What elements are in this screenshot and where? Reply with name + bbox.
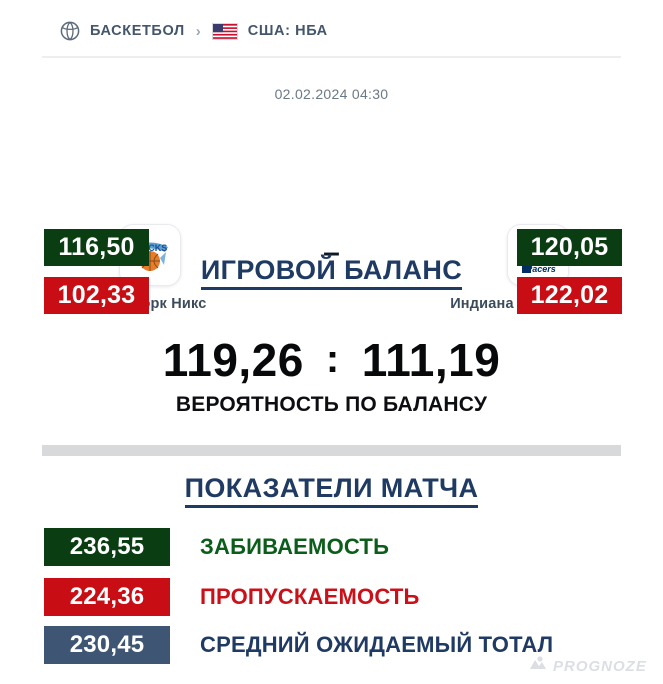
prediction-away-value: 111,19 [361, 334, 501, 386]
knicks-logo[interactable]: KNICKS [119, 224, 181, 286]
teams-header: KNICKS – Pacers Нью-Йорк Никс Индиана Пэ… [0, 112, 663, 312]
balance-prediction: 119,26:111,19 [0, 333, 663, 387]
stat-row: 230,45 СРЕДНИЙ ОЖИДАЕМЫЙ ТОТАЛ [44, 626, 553, 664]
stat-value-scoring: 236,55 [44, 528, 170, 566]
stats-section-title: ПОКАЗАТЕЛИ МАТЧА [0, 473, 663, 508]
svg-text:Pacers: Pacers [526, 264, 556, 274]
basketball-icon [60, 21, 80, 41]
match-datetime: 02.02.2024 04:30 [274, 86, 389, 102]
home-attack-badge: 116,50 [44, 229, 149, 266]
section-divider [42, 445, 621, 456]
breadcrumb: БАСКЕТБОЛ › США: НБА [60, 18, 328, 44]
watermark-text: PROGNOZE [553, 657, 647, 675]
stats-section-title-text: ПОКАЗАТЕЛИ МАТЧА [184, 473, 479, 508]
stat-label-expected-total: СРЕДНИЙ ОЖИДАЕМЫЙ ТОТАЛ [200, 632, 554, 657]
watermark: PROGNOZE [527, 653, 655, 679]
match-score: – [323, 236, 340, 269]
away-attack-badge: 120,05 [517, 229, 622, 266]
stat-value-expected-total: 230,45 [44, 626, 170, 664]
watermark-logo-icon [527, 655, 549, 677]
breadcrumb-league[interactable]: США: НБА [247, 23, 328, 39]
prediction-label: ВЕРОЯТНОСТЬ ПО БАЛАНСУ [175, 393, 488, 416]
stat-label-conceding: ПРОПУСКАЕМОСТЬ [200, 584, 420, 609]
stat-label-scoring: ЗАБИВАЕМОСТЬ [200, 534, 390, 559]
prediction-home-value: 119,26 [162, 334, 304, 386]
stat-row: 236,55 ЗАБИВАЕМОСТЬ [44, 528, 389, 566]
usa-flag-icon [211, 22, 238, 40]
balance-section-title-text: ИГРОВОЙ БАЛАНС [200, 255, 463, 290]
chevron-right-icon: › [195, 22, 201, 40]
balance-section-title: ИГРОВОЙ БАЛАНС [0, 255, 663, 290]
home-defense-badge: 102,33 [44, 277, 149, 314]
stat-row: 224,36 ПРОПУСКАЕМОСТЬ [44, 578, 420, 616]
away-defense-badge: 122,02 [517, 277, 622, 314]
prediction-separator: : [325, 337, 340, 381]
breadcrumb-sport[interactable]: БАСКЕТБОЛ [90, 23, 185, 39]
stat-value-conceding: 224,36 [44, 578, 170, 616]
svg-text:KNICKS: KNICKS [133, 243, 168, 253]
header-divider [42, 56, 621, 58]
